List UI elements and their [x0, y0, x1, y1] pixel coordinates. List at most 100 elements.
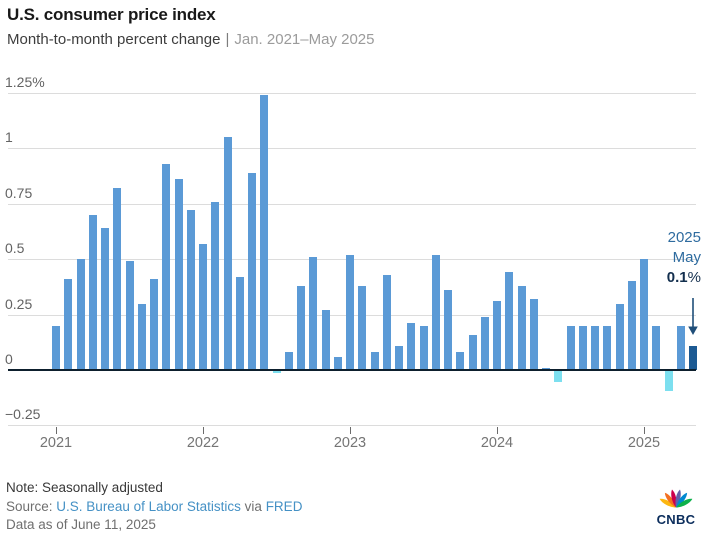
- y-gridline: [8, 93, 696, 94]
- y-tick-label: 0.25: [5, 295, 33, 312]
- bar: [493, 301, 501, 370]
- y-gridline: [8, 425, 696, 427]
- annotation-month: May: [672, 249, 701, 266]
- y-tick-label: 0: [5, 351, 13, 367]
- subtitle-date-range: Jan. 2021–May 2025: [234, 31, 375, 48]
- peacock-icon: [659, 489, 693, 508]
- x-tick-mark: [497, 427, 498, 434]
- annotation-value: 0.1%: [666, 269, 701, 286]
- x-tick-label: 2025: [627, 435, 661, 451]
- bar: [578, 325, 587, 370]
- bar: [370, 352, 379, 370]
- bls-link[interactable]: U.S. Bureau of Labor Statistics: [56, 499, 241, 514]
- bar: [199, 243, 207, 370]
- bar: [627, 281, 636, 370]
- bar: [52, 325, 60, 370]
- bar: [284, 352, 293, 370]
- x-tick-label: 2024: [480, 435, 514, 451]
- bar: [162, 163, 171, 370]
- bar: [382, 274, 391, 370]
- bar: [260, 95, 269, 370]
- y-tick-label: 1: [5, 129, 13, 146]
- bar: [211, 201, 220, 370]
- subtitle-separator: |: [225, 31, 230, 48]
- bar: [309, 256, 318, 370]
- bar: [125, 261, 134, 370]
- bar: [248, 172, 256, 370]
- bar: [517, 285, 526, 370]
- x-tick-label: 2023: [333, 435, 367, 451]
- note-text: Note: Seasonally adjusted: [6, 480, 163, 495]
- x-tick-mark: [350, 427, 351, 434]
- bar: [174, 179, 183, 370]
- bar: [223, 137, 232, 370]
- x-axis-line: [8, 369, 696, 371]
- bar: [529, 299, 538, 370]
- bar: [444, 290, 452, 370]
- x-tick-mark: [56, 427, 57, 434]
- source-prefix: Source:: [6, 499, 53, 514]
- bar: [419, 325, 428, 370]
- bar: [542, 367, 550, 370]
- bar: [468, 334, 477, 370]
- down-arrow-icon: [688, 298, 698, 335]
- source-line: Source: U.S. Bureau of Labor Statistics …: [6, 499, 302, 514]
- bar: [456, 352, 465, 370]
- bar: [235, 276, 244, 370]
- bar: [664, 371, 673, 391]
- bar: [333, 356, 342, 370]
- bar: [297, 285, 305, 370]
- bar: [113, 188, 122, 370]
- y-tick-label: −0.25: [5, 406, 41, 423]
- bar: [566, 325, 575, 370]
- fred-link[interactable]: FRED: [265, 499, 303, 514]
- bar: [76, 259, 85, 370]
- bar: [407, 323, 416, 370]
- bar: [150, 279, 158, 370]
- bar: [615, 303, 624, 370]
- bar: [689, 345, 697, 370]
- source-via: via: [244, 499, 262, 514]
- bar: [186, 210, 195, 370]
- y-tick-label: 1.25%: [5, 74, 45, 90]
- bar: [640, 259, 648, 370]
- bar: [88, 214, 97, 370]
- y-gridline: [8, 203, 696, 205]
- bar: [272, 371, 281, 374]
- y-tick-label: 0.5: [5, 240, 25, 257]
- peacock-feather: [659, 498, 677, 508]
- cnbc-logo: CNBC: [651, 485, 701, 527]
- bar: [395, 345, 403, 370]
- bar: [431, 254, 440, 370]
- peacock-feather: [664, 492, 676, 508]
- bar: [358, 285, 367, 370]
- cnbc-logo-text: CNBC: [656, 512, 696, 527]
- peacock-feather: [676, 492, 688, 508]
- bar: [346, 254, 354, 370]
- y-tick-label: 0.75: [5, 184, 33, 201]
- peacock-feather: [675, 489, 681, 508]
- subtitle-measure: Month-to-month percent change: [7, 31, 221, 48]
- bar: [554, 371, 563, 383]
- bar: [603, 325, 612, 370]
- peacock-feather: [671, 489, 677, 508]
- x-tick-mark: [644, 427, 645, 434]
- bar: [652, 325, 661, 370]
- annotation-year: 2025: [667, 229, 701, 246]
- data-as-of: Data as of June 11, 2025: [6, 517, 156, 532]
- bar: [505, 272, 514, 370]
- peacock-feather: [676, 498, 693, 508]
- x-tick-label: 2021: [39, 435, 73, 451]
- bar: [137, 303, 146, 370]
- latest-value-annotation: 2025 May 0.1%: [667, 228, 701, 288]
- x-tick-mark: [203, 427, 204, 434]
- bar: [676, 325, 685, 370]
- bar: [480, 316, 489, 370]
- x-tick-label: 2022: [186, 435, 220, 451]
- bar: [101, 228, 109, 370]
- bar: [591, 325, 599, 370]
- chart-subtitle: Month-to-month percent change | Jan. 2021–…: [7, 31, 374, 48]
- page-title: U.S. consumer price index: [7, 5, 216, 24]
- bar: [321, 310, 330, 370]
